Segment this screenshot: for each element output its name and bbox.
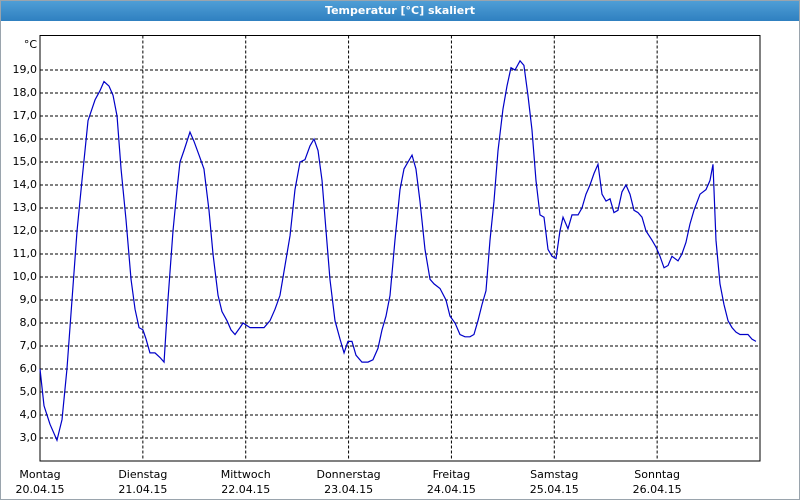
y-tick-label: 12,0	[13, 224, 38, 237]
temperature-line	[39, 59, 757, 443]
y-tick-label: 14,0	[13, 178, 38, 191]
chart-title: Temperatur [°C] skaliert	[325, 4, 475, 17]
y-tick-label: 15,0	[13, 155, 38, 168]
plot-border	[39, 35, 761, 462]
y-tick-label: 9,0	[20, 293, 38, 306]
y-tick-label: 8,0	[20, 316, 38, 329]
y-tick-label: 11,0	[13, 247, 38, 260]
y-tick-label: 16,0	[13, 132, 38, 145]
x-tick-label: Montag	[19, 468, 60, 481]
y-tick-label: 6,0	[20, 362, 38, 375]
x-tick-label: Freitag	[433, 468, 471, 481]
y-tick-label: 18,0	[13, 86, 38, 99]
x-tick-date: 20.04.15	[16, 483, 65, 496]
x-tick-label: Mittwoch	[221, 468, 271, 481]
x-tick-label: Dienstag	[118, 468, 167, 481]
x-tick-date: 23.04.15	[324, 483, 373, 496]
x-tick-label: Sonntag	[634, 468, 680, 481]
x-tick-date: 26.04.15	[633, 483, 682, 496]
y-axis-label: °C	[24, 38, 38, 51]
y-tick-label: 3,0	[20, 431, 38, 444]
y-tick-label: 13,0	[13, 201, 38, 214]
y-tick-label: 19,0	[13, 63, 38, 76]
x-tick-date: 25.04.15	[530, 483, 579, 496]
y-tick-label: 7,0	[20, 339, 38, 352]
x-tick-date: 21.04.15	[118, 483, 167, 496]
y-tick-label: 5,0	[20, 385, 38, 398]
y-tick-label: 17,0	[13, 109, 38, 122]
y-tick-label: 10,0	[13, 270, 38, 283]
x-tick-label: Samstag	[530, 468, 578, 481]
x-tick-label: Donnerstag	[316, 468, 380, 481]
y-tick-label: 4,0	[20, 408, 38, 421]
plot-area	[40, 35, 760, 461]
x-tick-date: 24.04.15	[427, 483, 476, 496]
x-tick-date: 22.04.15	[221, 483, 270, 496]
title-bar	[1, 1, 799, 21]
